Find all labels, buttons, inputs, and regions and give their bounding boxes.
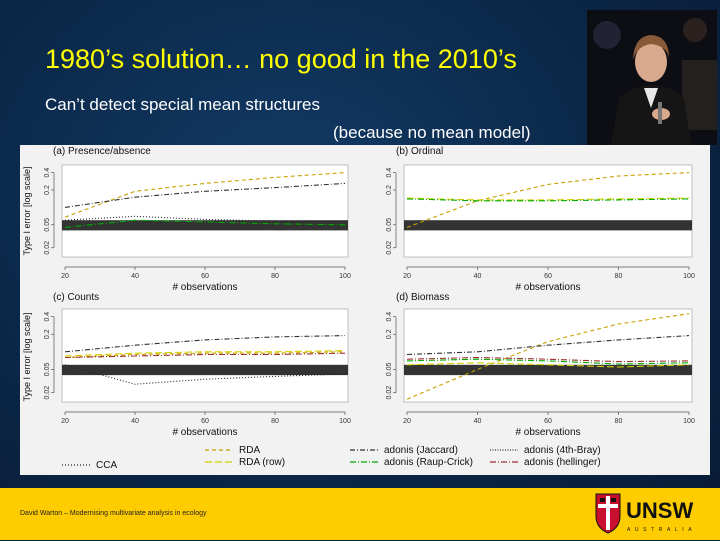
speaker-photo <box>587 10 717 145</box>
panel-plot-area <box>61 308 349 403</box>
x-tick-label: 80 <box>271 273 279 280</box>
y-tick-label: 0.05 <box>44 218 51 232</box>
y-tick-label: 0.2 <box>44 185 51 195</box>
legend-label-adonis-4th-bray: adonis (4th-Bray) <box>524 445 601 456</box>
panel-title: (c) Counts <box>53 292 99 303</box>
chart: (a) Presence/absence 0.02 0.05 0.2 0.4 20 40 60… <box>22 146 695 471</box>
x-tick-label: 80 <box>271 418 279 425</box>
logo-subtext: AUSTRALIA <box>627 527 696 533</box>
nominal-level-band <box>404 220 692 231</box>
y-tick-label: 0.4 <box>386 312 393 322</box>
nominal-level-band <box>404 364 692 376</box>
x-axis-label: # observations <box>515 282 580 293</box>
panel-plot-area <box>403 164 693 258</box>
panel-title: (a) Presence/absence <box>53 146 151 157</box>
x-tick-label: 60 <box>201 418 209 425</box>
legend-label-rda: RDA <box>239 445 260 456</box>
x-tick-label: 100 <box>683 418 695 425</box>
y-tick-label: 0.02 <box>386 386 393 400</box>
legend-label-cca: CCA <box>96 460 117 471</box>
panel-plot-area <box>61 164 349 258</box>
x-tick-label: 20 <box>403 418 411 425</box>
nominal-level-band <box>62 364 348 376</box>
y-tick-label: 0.4 <box>44 168 51 178</box>
x-tick-label: 20 <box>61 273 69 280</box>
series-line-rda-row <box>406 362 690 368</box>
panel-title: (b) Ordinal <box>396 146 443 157</box>
panel-title: (d) Biomass <box>396 292 449 303</box>
y-tick-label: 0.2 <box>386 329 393 339</box>
x-tick-label: 100 <box>339 273 351 280</box>
series-line-adonis-jaccard <box>406 335 690 356</box>
y-axis-label: Type I error [log scale] <box>22 166 32 255</box>
x-tick-label: 60 <box>544 418 552 425</box>
y-tick-label: 0.05 <box>386 363 393 377</box>
x-tick-label: 80 <box>615 418 623 425</box>
series-line-rda <box>406 313 690 400</box>
y-tick-label: 0.02 <box>386 241 393 255</box>
x-tick-label: 80 <box>615 273 623 280</box>
x-tick-label: 100 <box>683 273 695 280</box>
x-tick-label: 40 <box>131 418 139 425</box>
series-line-adonis-raup-crick <box>406 198 690 202</box>
x-tick-label: 40 <box>474 418 482 425</box>
series-line-rda-row <box>406 197 690 201</box>
x-tick-label: 40 <box>131 273 139 280</box>
y-tick-label: 0.4 <box>386 168 393 178</box>
series-line-adonis-raup-crick <box>406 358 690 365</box>
series-line-cca <box>64 364 346 385</box>
series-line-adonis-raup-crick <box>64 219 346 228</box>
x-tick-label: 20 <box>403 273 411 280</box>
y-tick-label: 0.02 <box>44 241 51 255</box>
x-axis-label: # observations <box>172 427 237 438</box>
x-tick-label: 40 <box>474 273 482 280</box>
series-line-adonis-hellinger <box>406 356 690 363</box>
x-axis-label: # observations <box>172 282 237 293</box>
y-tick-label: 0.02 <box>44 386 51 400</box>
legend-label-adonis-raup-crick: adonis (Raup-Crick) <box>384 457 473 468</box>
slide-subtitle: Can’t detect special mean structures <box>45 95 320 114</box>
nominal-level-band <box>62 220 348 231</box>
y-tick-label: 0.2 <box>386 185 393 195</box>
figure-panel: (a) Presence/absence 0.02 0.05 0.2 0.4 20 40 60… <box>20 145 710 475</box>
logo-wordmark: UNSW <box>626 498 693 523</box>
x-axis-label: # observations <box>515 427 580 438</box>
y-tick-label: 0.2 <box>44 329 51 339</box>
unsw-logo: UNSW AUSTRALIA <box>592 490 718 536</box>
x-tick-label: 20 <box>61 418 69 425</box>
legend-label-adonis-hellinger: adonis (hellinger) <box>524 457 601 468</box>
series-line-rda-row <box>64 350 346 357</box>
y-tick-label: 0.05 <box>386 218 393 232</box>
series-line-adonis-hellinger <box>64 352 346 359</box>
slide-subtitle-note: (because no mean model) <box>333 123 531 142</box>
x-tick-label: 100 <box>339 418 351 425</box>
x-tick-label: 60 <box>201 273 209 280</box>
series-line-adonis-jaccard <box>64 335 346 353</box>
legend-label-adonis-jaccard: adonis (Jaccard) <box>384 445 458 456</box>
series-line-rda <box>64 351 346 359</box>
panel-plot-area <box>403 308 693 403</box>
y-axis-label: Type I error [log scale] <box>22 312 32 401</box>
y-tick-label: 0.05 <box>44 363 51 377</box>
series-line-rda <box>406 172 690 228</box>
slide-title: 1980’s solution… no good in the 2010’s <box>45 44 517 74</box>
footer-text: David Warton – Modernising multivariate … <box>20 510 207 517</box>
legend-label-rda-row: RDA (row) <box>239 457 285 468</box>
series-line-rda <box>64 172 346 218</box>
y-tick-label: 0.4 <box>44 312 51 322</box>
x-tick-label: 60 <box>544 273 552 280</box>
series-line-adonis-jaccard <box>64 182 346 208</box>
